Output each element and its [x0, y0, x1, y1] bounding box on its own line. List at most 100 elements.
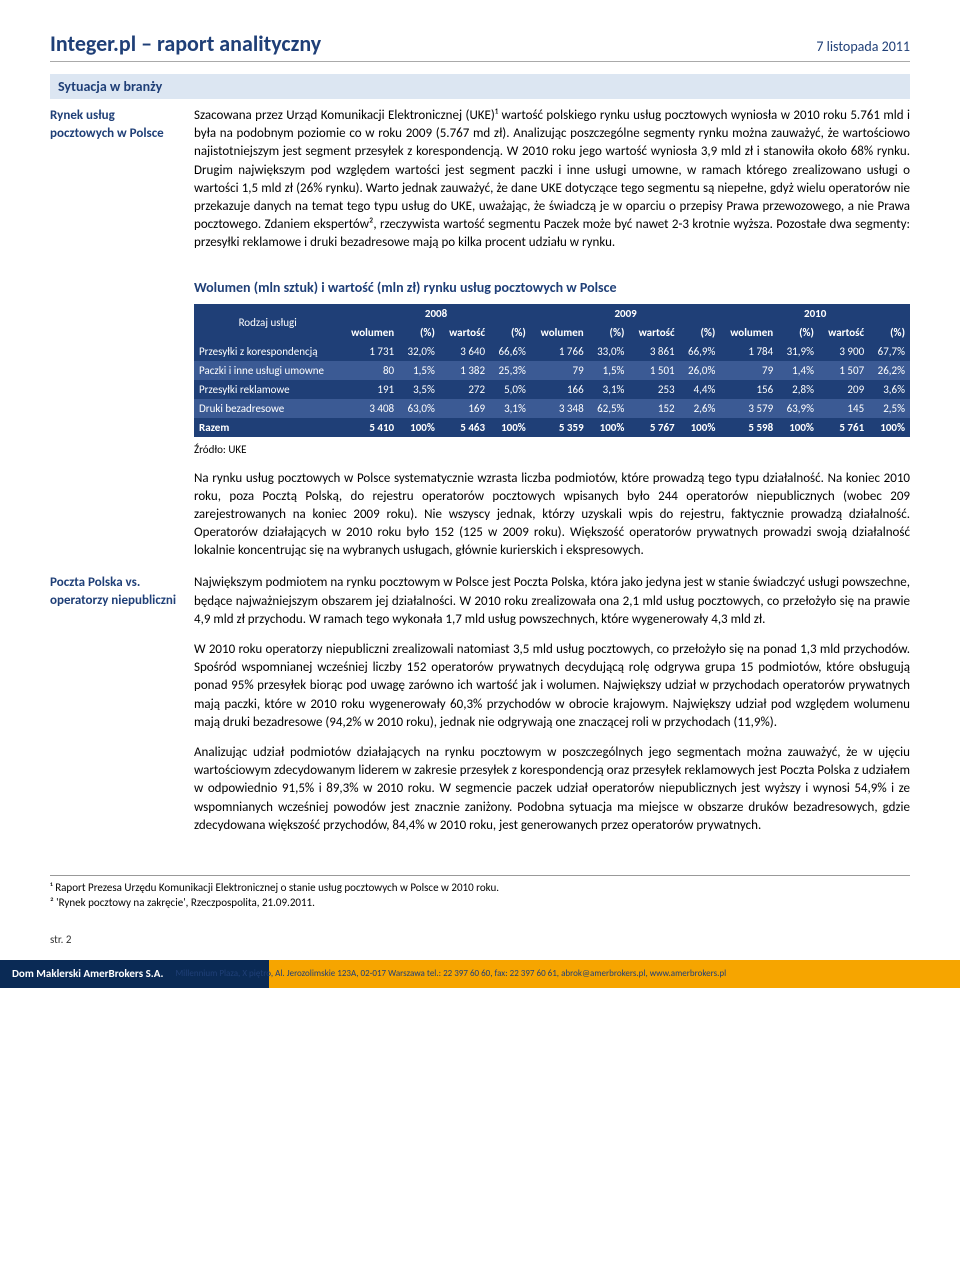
table-cell: 272 — [440, 380, 490, 399]
paragraph-market: Szacowana przez Urząd Komunikacji Elektr… — [194, 107, 910, 253]
table-cell: 79 — [531, 361, 589, 380]
table-cell: 191 — [341, 380, 399, 399]
table-cell: 25,3% — [490, 361, 531, 380]
col-subheader: (%) — [778, 323, 819, 342]
table-section: Wolumen (mln sztuk) i wartość (mln zł) r… — [50, 267, 910, 561]
col-subheader: wolumen — [531, 323, 589, 342]
table-cell: 1 731 — [341, 342, 399, 361]
table-cell: 1 507 — [819, 361, 869, 380]
table-cell: 4,4% — [680, 380, 721, 399]
table-cell: 166 — [531, 380, 589, 399]
col-subheader: wartość — [629, 323, 679, 342]
col-header-year-2008: 2008 — [341, 304, 531, 323]
table-cell: 5 598 — [720, 418, 778, 437]
col-header-service-type: Rodzaj usługi — [194, 304, 341, 342]
side-label-poczta: Poczta Polska vs. operatorzy niepubliczn… — [50, 574, 180, 834]
section-heading: Sytuacja w branży — [50, 74, 910, 99]
table-cell: 5 761 — [819, 418, 869, 437]
pp-p2: W 2010 roku operatorzy niepubliczni zrea… — [194, 641, 910, 732]
document-date: 7 listopada 2011 — [816, 38, 910, 55]
table-cell: 5 767 — [629, 418, 679, 437]
page-number: str. 2 — [50, 933, 910, 946]
col-subheader: (%) — [589, 323, 630, 342]
side-label-market: Rynek usług pocztowych w Polsce — [50, 107, 180, 253]
table-cell: 2,5% — [869, 399, 910, 418]
table-cell: 5 410 — [341, 418, 399, 437]
table-source: Źródło: UKE — [194, 443, 910, 456]
col-subheader: wolumen — [720, 323, 778, 342]
col-subheader: wartość — [440, 323, 490, 342]
table-row-label: Paczki i inne usługi umowne — [194, 361, 341, 380]
footer-address: Millennium Plaza, X piętro, Al. Jerozoli… — [175, 968, 948, 979]
table-cell: 2,8% — [778, 380, 819, 399]
table-cell: 1,5% — [589, 361, 630, 380]
table-cell: 156 — [720, 380, 778, 399]
footer-company: Dom Maklerski AmerBrokers S.A. — [12, 967, 163, 980]
footer-bar: Dom Maklerski AmerBrokers S.A. Millenniu… — [0, 960, 960, 988]
paragraph-poczta-1: Największym podmiotem na rynku pocztowym… — [194, 574, 910, 834]
table-cell: 1,5% — [399, 361, 440, 380]
table-cell: 3 579 — [720, 399, 778, 418]
table-cell: 3 408 — [341, 399, 399, 418]
table-cell: 66,9% — [680, 342, 721, 361]
table-cell: 3,5% — [399, 380, 440, 399]
table-cell: 1,4% — [778, 361, 819, 380]
table-cell: 32,0% — [399, 342, 440, 361]
volume-value-table: Rodzaj usługi 2008 2009 2010 wolumen(%)w… — [194, 304, 910, 437]
col-subheader: wartość — [819, 323, 869, 342]
table-cell: 100% — [399, 418, 440, 437]
table-cell: 62,5% — [589, 399, 630, 418]
table-cell: 100% — [869, 418, 910, 437]
table-cell: 66,6% — [490, 342, 531, 361]
col-subheader: (%) — [869, 323, 910, 342]
col-header-year-2009: 2009 — [531, 304, 721, 323]
document-header: Integer.pl – raport analityczny 7 listop… — [50, 30, 910, 62]
table-cell: 1 501 — [629, 361, 679, 380]
table-cell: 152 — [629, 399, 679, 418]
table-cell: 3,6% — [869, 380, 910, 399]
table-cell: 100% — [680, 418, 721, 437]
table-cell: 209 — [819, 380, 869, 399]
col-subheader: wolumen — [341, 323, 399, 342]
table-cell: 63,9% — [778, 399, 819, 418]
table-cell: 3 900 — [819, 342, 869, 361]
table-cell: 26,0% — [680, 361, 721, 380]
content-block-1: Rynek usług pocztowych w Polsce Szacowan… — [50, 107, 910, 253]
table-cell: 26,2% — [869, 361, 910, 380]
table-cell: 5 359 — [531, 418, 589, 437]
table-row-label: Przesyłki reklamowe — [194, 380, 341, 399]
table-cell: 79 — [720, 361, 778, 380]
table-cell: 5 463 — [440, 418, 490, 437]
footnote-1: ¹ Raport Prezesa Urzędu Komunikacji Elek… — [50, 880, 910, 895]
table-cell: 1 382 — [440, 361, 490, 380]
table-cell: 1 784 — [720, 342, 778, 361]
footnotes: ¹ Raport Prezesa Urzędu Komunikacji Elek… — [50, 875, 910, 911]
table-cell: 31,9% — [778, 342, 819, 361]
content-block-2: Poczta Polska vs. operatorzy niepubliczn… — [50, 574, 910, 834]
table-cell: 63,0% — [399, 399, 440, 418]
table-cell: 100% — [490, 418, 531, 437]
table-cell: 100% — [778, 418, 819, 437]
table-cell: 3 348 — [531, 399, 589, 418]
table-cell: 5,0% — [490, 380, 531, 399]
table-cell: 145 — [819, 399, 869, 418]
footnote-2: ² 'Rynek pocztowy na zakręcie', Rzeczpos… — [50, 895, 910, 910]
document-title: Integer.pl – raport analityczny — [50, 30, 321, 57]
table-cell: 253 — [629, 380, 679, 399]
col-subheader: (%) — [680, 323, 721, 342]
table-side-spacer — [50, 267, 180, 561]
table-cell: 80 — [341, 361, 399, 380]
table-cell: 1 766 — [531, 342, 589, 361]
pp-p1: Największym podmiotem na rynku pocztowym… — [194, 574, 910, 629]
col-subheader: (%) — [399, 323, 440, 342]
col-header-year-2010: 2010 — [720, 304, 910, 323]
paragraph-operators-count: Na rynku usług pocztowych w Polsce syste… — [194, 470, 910, 561]
table-cell: 3 640 — [440, 342, 490, 361]
pp-p3: Analizując udział podmiotów działających… — [194, 744, 910, 835]
table-cell: 169 — [440, 399, 490, 418]
table-cell: 33,0% — [589, 342, 630, 361]
table-cell: 3 861 — [629, 342, 679, 361]
table-row-label: Druki bezadresowe — [194, 399, 341, 418]
table-cell: 67,7% — [869, 342, 910, 361]
table-title: Wolumen (mln sztuk) i wartość (mln zł) r… — [194, 279, 910, 296]
